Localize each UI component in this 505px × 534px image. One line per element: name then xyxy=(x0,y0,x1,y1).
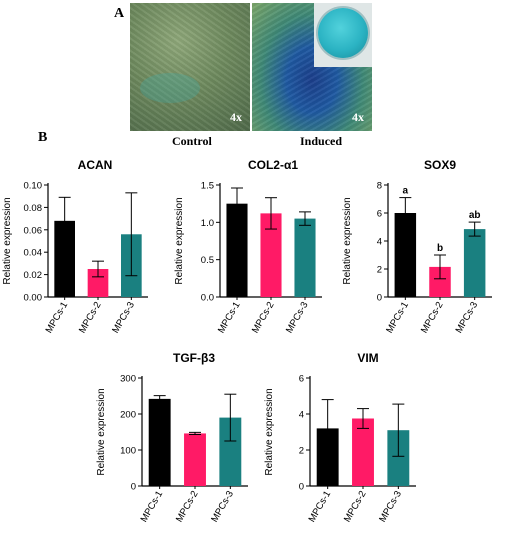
bar-mpcs-2 xyxy=(184,433,206,486)
culture-dish xyxy=(318,8,368,58)
bar-mpcs-3 xyxy=(219,417,242,486)
x-tick-label: MPCs-2 xyxy=(419,300,446,335)
x-tick-label: MPCs-2 xyxy=(250,300,277,335)
chart-col2a1: COL2-α1 Relative expression 0.0 0.5 1.0 1.5 MP… xyxy=(174,158,322,335)
significance-label: b xyxy=(437,243,443,254)
y-tick-label: 0.06 xyxy=(24,225,43,236)
x-tick-label: MPCs-2 xyxy=(342,489,369,524)
y-axis-label: Relative expression xyxy=(96,388,107,475)
y-tick-label: 4 xyxy=(299,410,304,421)
bar-mpcs-2 xyxy=(260,213,282,297)
control-micrograph: 4x xyxy=(130,3,250,131)
y-axis-label: Relative expression xyxy=(2,197,13,284)
y-tick-label: 0.02 xyxy=(24,270,43,281)
y-tick-label: 0 xyxy=(299,482,304,493)
x-tick-label: MPCs-1 xyxy=(44,300,71,335)
y-tick-label: 0.00 xyxy=(24,293,43,304)
panel-b-letter: B xyxy=(38,130,48,145)
x-tick-label: MPCs-2 xyxy=(77,300,104,335)
panel-a-letter: A xyxy=(114,6,125,21)
y-tick-label: 0.10 xyxy=(24,181,43,192)
y-tick-label: 300 xyxy=(120,374,136,385)
chart-sox9: SOX9 Relative expression 0 2 4 6 8 MPCs-1 a MPCs-… xyxy=(342,158,492,335)
y-tick-label: 6 xyxy=(377,209,382,220)
significance-label: ab xyxy=(469,210,481,221)
bar-mpcs-2 xyxy=(87,269,109,297)
significance-label: a xyxy=(403,186,409,197)
chart-title: TGF-β3 xyxy=(173,351,215,365)
bar-mpcs-3 xyxy=(463,229,486,297)
y-tick-label: 1.0 xyxy=(201,218,214,229)
y-tick-label: 0 xyxy=(377,293,382,304)
y-tick-label: 100 xyxy=(120,446,136,457)
bar-mpcs-2 xyxy=(352,418,374,486)
x-tick-label: MPCs-3 xyxy=(377,489,404,524)
x-tick-label: MPCs-2 xyxy=(174,489,201,524)
y-tick-label: 2 xyxy=(299,446,304,457)
x-tick-label: MPCs-1 xyxy=(307,489,334,524)
induced-inset xyxy=(314,3,372,67)
bar-mpcs-1 xyxy=(394,213,417,297)
x-tick-label: MPCs-1 xyxy=(139,489,166,524)
y-tick-label: 1.5 xyxy=(201,181,214,192)
chart-title: VIM xyxy=(357,351,378,365)
y-tick-label: 0 xyxy=(131,482,136,493)
y-tick-label: 0.0 xyxy=(201,293,214,304)
bar-mpcs-3 xyxy=(387,430,410,486)
bar-mpcs-1 xyxy=(148,398,171,486)
control-caption: Control xyxy=(172,134,212,148)
y-tick-label: 2 xyxy=(377,265,382,276)
y-tick-label: 0.5 xyxy=(201,255,214,266)
chart-vim: VIM Relative expression 0 2 4 6 MPCs-1 MPCs-2 MP… xyxy=(264,351,416,524)
bar-mpcs-1 xyxy=(54,220,75,297)
chart-title: SOX9 xyxy=(424,158,456,172)
bar-mpcs-3 xyxy=(294,218,316,297)
y-tick-label: 200 xyxy=(120,410,136,421)
x-tick-label: MPCs-3 xyxy=(110,300,137,335)
x-tick-label: MPCs-1 xyxy=(384,300,411,335)
y-tick-label: 4 xyxy=(377,237,382,248)
y-tick-label: 0.08 xyxy=(24,203,43,214)
bar-mpcs-1 xyxy=(226,203,248,297)
y-axis-label: Relative expression xyxy=(342,197,353,284)
induced-caption: Induced xyxy=(300,134,343,148)
y-tick-label: 0.04 xyxy=(24,248,43,259)
induced-magnification: 4x xyxy=(352,110,364,124)
chart-title: COL2-α1 xyxy=(248,158,298,172)
y-tick-label: 6 xyxy=(299,374,304,385)
chart-tgfb3: TGF-β3 Relative expression 0 100 200 300 MPCs-… xyxy=(96,351,248,524)
y-tick-label: 8 xyxy=(377,181,382,192)
y-axis-label: Relative expression xyxy=(174,197,185,284)
chart-title: ACAN xyxy=(78,158,113,172)
induced-micrograph: 4x xyxy=(252,3,372,131)
y-axis-label: Relative expression xyxy=(264,388,275,475)
chart-acan: ACAN Relative expression 0.00 0.02 0.04 0.06 0… xyxy=(2,158,148,335)
x-tick-label: MPCs-3 xyxy=(209,489,236,524)
x-tick-label: MPCs-3 xyxy=(454,300,481,335)
x-tick-label: MPCs-1 xyxy=(216,300,243,335)
x-tick-label: MPCs-3 xyxy=(284,300,311,335)
control-magnification: 4x xyxy=(230,110,242,124)
bar-mpcs-2 xyxy=(429,266,451,297)
